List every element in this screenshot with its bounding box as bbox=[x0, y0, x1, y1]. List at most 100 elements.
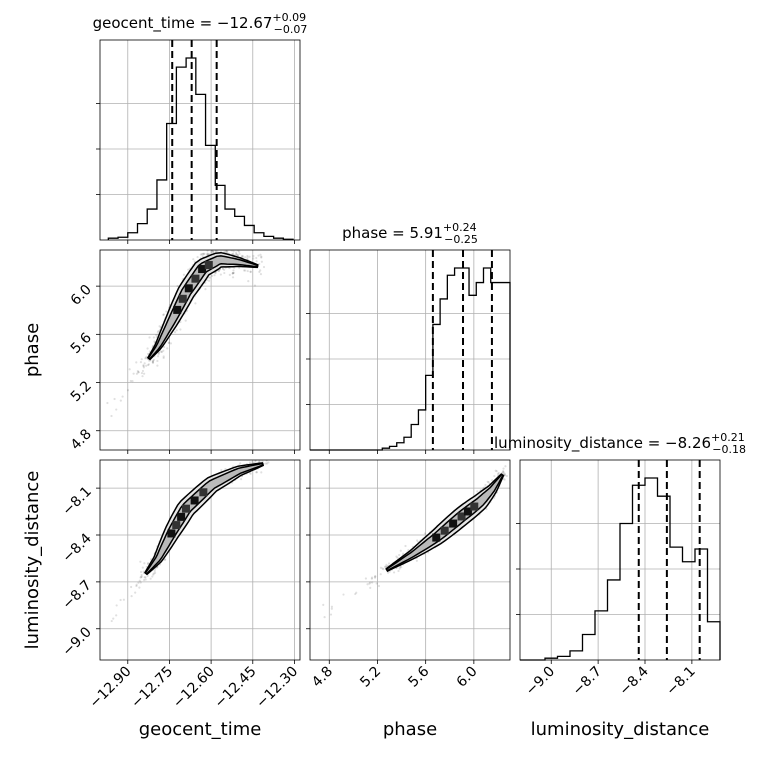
sample-point bbox=[162, 313, 165, 316]
sample-point bbox=[138, 579, 141, 582]
sample-point bbox=[387, 562, 391, 565]
sample-point bbox=[211, 250, 215, 253]
sample-point bbox=[395, 555, 398, 558]
sample-point bbox=[244, 269, 247, 272]
sample-point bbox=[152, 572, 155, 575]
sample-point bbox=[255, 260, 258, 263]
sample-point bbox=[139, 361, 143, 364]
sample-point bbox=[330, 605, 334, 608]
sample-point bbox=[241, 255, 245, 258]
histogram-geocent_time bbox=[107, 57, 294, 240]
sample-point bbox=[115, 604, 118, 607]
sample-point bbox=[151, 360, 155, 363]
sample-point bbox=[497, 471, 500, 475]
sample-point bbox=[355, 591, 358, 594]
sample-point bbox=[119, 598, 122, 602]
sample-point bbox=[400, 566, 403, 569]
sample-point bbox=[228, 273, 231, 276]
contour-inner bbox=[385, 473, 504, 572]
sample-point bbox=[196, 255, 199, 259]
sample-point bbox=[140, 371, 144, 375]
sample-point bbox=[204, 288, 207, 291]
sample-point bbox=[122, 598, 125, 601]
density-core bbox=[457, 512, 466, 521]
sample-point bbox=[329, 613, 333, 616]
sample-point bbox=[248, 461, 252, 464]
sample-point bbox=[202, 252, 205, 256]
sample-point bbox=[494, 469, 497, 472]
sample-point bbox=[113, 397, 116, 401]
sample-point bbox=[135, 372, 139, 375]
hist-panel-geocent_time: geocent_time = −12.67+0.09 −0.07 bbox=[93, 11, 307, 244]
sample-point bbox=[121, 395, 124, 398]
sample-point bbox=[141, 375, 144, 378]
sample-point bbox=[163, 345, 166, 349]
sample-point bbox=[379, 573, 382, 576]
sample-point bbox=[184, 319, 187, 322]
sample-point bbox=[369, 581, 372, 584]
sample-point bbox=[143, 562, 146, 565]
sample-point bbox=[384, 565, 387, 568]
sample-point bbox=[130, 585, 133, 589]
sample-point bbox=[493, 474, 496, 478]
sample-point bbox=[375, 582, 378, 585]
sample-point bbox=[142, 364, 145, 367]
sample-point bbox=[379, 566, 383, 569]
sample-point bbox=[322, 603, 325, 607]
sample-point bbox=[110, 414, 113, 418]
sample-point bbox=[251, 460, 254, 464]
density-core bbox=[470, 502, 479, 511]
sample-point bbox=[260, 471, 263, 474]
sample-point bbox=[187, 268, 190, 271]
x-tick-label: 5.2 bbox=[357, 664, 384, 691]
sample-point bbox=[146, 347, 149, 350]
sample-point bbox=[145, 355, 148, 358]
density-core bbox=[177, 512, 186, 521]
sample-point bbox=[139, 581, 142, 584]
sample-point bbox=[130, 594, 133, 598]
sample-point bbox=[232, 269, 235, 272]
sample-point bbox=[238, 250, 241, 253]
sample-point bbox=[364, 577, 367, 580]
sample-point bbox=[137, 581, 140, 584]
samples bbox=[106, 243, 266, 418]
sample-point bbox=[214, 271, 217, 275]
sample-point bbox=[374, 575, 377, 578]
sample-point bbox=[193, 260, 196, 263]
sample-point bbox=[112, 617, 115, 620]
sample-point bbox=[162, 356, 165, 360]
sample-point bbox=[503, 472, 506, 475]
sample-point bbox=[143, 362, 146, 365]
sample-point bbox=[221, 243, 223, 245]
sample-point bbox=[399, 549, 402, 552]
sample-point bbox=[145, 356, 148, 360]
sample-point bbox=[143, 578, 146, 582]
sample-point bbox=[486, 480, 489, 483]
sample-point bbox=[237, 250, 240, 252]
sample-point bbox=[252, 254, 255, 258]
density-core bbox=[190, 496, 199, 505]
sample-point bbox=[501, 470, 505, 473]
sample-point bbox=[398, 553, 401, 557]
y-tick-label: −8.7 bbox=[59, 577, 94, 612]
sample-point bbox=[192, 258, 195, 261]
y-tick-label: 5.6 bbox=[68, 330, 95, 357]
x-tick-label: −12.30 bbox=[253, 664, 301, 712]
x-tick-label: 4.8 bbox=[309, 664, 336, 691]
sample-point bbox=[173, 331, 177, 334]
density-core bbox=[191, 274, 200, 283]
sample-point bbox=[240, 254, 244, 257]
sample-point bbox=[249, 270, 252, 274]
sample-point bbox=[164, 558, 167, 561]
sample-point bbox=[115, 408, 118, 411]
sample-point bbox=[226, 251, 229, 254]
sample-point bbox=[224, 467, 227, 471]
x-axis-title-luminosity_distance: luminosity_distance bbox=[531, 719, 710, 740]
samples bbox=[322, 465, 508, 619]
sample-point bbox=[244, 256, 247, 259]
sample-point bbox=[231, 252, 234, 256]
sample-point bbox=[267, 461, 270, 464]
sample-point bbox=[374, 575, 377, 578]
hist-panel-phase: phase = 5.91+0.24 −0.25 bbox=[306, 221, 511, 454]
sample-point bbox=[137, 371, 140, 374]
